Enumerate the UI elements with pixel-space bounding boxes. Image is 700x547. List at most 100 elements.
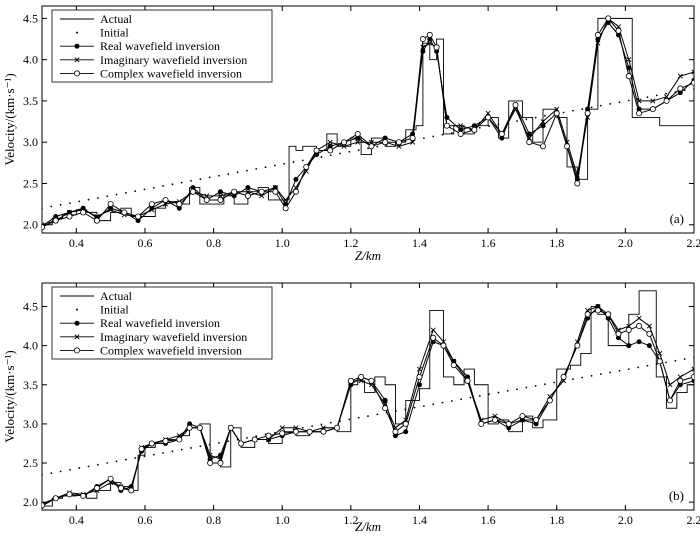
initial-dot — [255, 435, 258, 438]
data-point — [292, 428, 299, 435]
data-point — [657, 350, 663, 356]
initial-dot — [78, 467, 81, 469]
data-point — [636, 323, 643, 330]
initial-dot — [311, 425, 314, 428]
panel-label: (a) — [670, 211, 684, 226]
data-point — [636, 315, 642, 321]
data-point — [626, 343, 632, 349]
initial-dot — [87, 198, 90, 201]
legend-marker — [74, 43, 80, 49]
data-point — [66, 209, 72, 215]
data-point — [646, 330, 653, 337]
initial-dot — [190, 179, 192, 182]
initial-dot — [478, 126, 481, 129]
initial-dot — [171, 183, 174, 186]
data-point — [656, 358, 663, 365]
initial-dot — [646, 364, 649, 367]
initial-dot — [143, 188, 146, 191]
x-tick-label: 2.2 — [687, 236, 700, 250]
y-tick-label: 4.5 — [23, 299, 38, 313]
x-tick-label: 0.4 — [69, 513, 84, 527]
data-point — [540, 143, 547, 150]
initial-dot — [693, 87, 694, 90]
x-tick-label: 0.6 — [137, 513, 152, 527]
initial-dot — [469, 396, 472, 399]
initial-dot — [599, 373, 602, 376]
data-point — [667, 382, 673, 388]
initial-dot — [395, 410, 397, 412]
initial-dot — [441, 133, 444, 136]
initial-dot — [236, 171, 239, 174]
initial-dot — [404, 408, 407, 411]
series-complex-wavefield-inversion — [42, 307, 694, 509]
data-point — [204, 193, 210, 199]
initial-dot — [599, 104, 602, 107]
legend-entry: Real wavefield inversion — [60, 316, 220, 330]
initial-dot — [367, 147, 369, 150]
legend-label: Complex wavefield inversion — [100, 66, 242, 80]
x-tick-label: 0.4 — [69, 236, 84, 250]
data-point — [485, 110, 491, 116]
initial-dot — [460, 398, 463, 401]
data-point — [564, 143, 571, 150]
data-point — [450, 362, 457, 369]
data-point — [574, 180, 581, 187]
initial-dot — [609, 103, 612, 105]
data-point — [585, 114, 591, 120]
initial-dot — [106, 462, 109, 464]
initial-dot — [450, 400, 453, 402]
initial-dot — [665, 92, 667, 95]
initial-dot — [199, 178, 202, 181]
legend-marker — [74, 320, 80, 326]
data-point — [107, 201, 114, 208]
initial-dot — [264, 166, 267, 169]
data-point — [196, 424, 203, 431]
legend-marker — [74, 70, 81, 77]
data-point — [341, 143, 347, 149]
data-point — [540, 119, 546, 125]
initial-dot — [488, 393, 490, 396]
initial-dot — [199, 445, 202, 448]
initial-dot — [693, 356, 694, 359]
x-tick-label: 2.0 — [618, 236, 633, 250]
x-tick-label: 1.0 — [275, 513, 290, 527]
legend-entry: Imaginary wavefield inversion — [60, 53, 247, 67]
initial-dot — [357, 416, 360, 419]
data-point — [334, 424, 341, 431]
data-point — [396, 143, 402, 149]
data-point — [392, 428, 399, 435]
data-point — [245, 189, 251, 195]
data-point — [138, 445, 145, 452]
initial-dot — [376, 413, 379, 416]
initial-dot — [218, 442, 220, 444]
initial-dot — [348, 418, 351, 421]
data-point — [107, 475, 114, 482]
data-point — [283, 197, 289, 203]
y-tick-label: 3.0 — [23, 135, 38, 149]
initial-dot — [646, 96, 649, 98]
initial-dot — [655, 363, 658, 365]
data-point — [340, 139, 347, 146]
data-point — [292, 188, 299, 195]
y-tick-label: 2.0 — [23, 495, 38, 509]
data-point — [347, 377, 354, 384]
initial-dot — [534, 384, 537, 387]
data-point — [410, 139, 416, 145]
initial-dot — [478, 395, 481, 397]
initial-dot — [69, 468, 71, 471]
data-point — [498, 130, 505, 137]
data-point — [416, 373, 423, 380]
initial-dot — [59, 470, 62, 473]
x-tick-label: 1.0 — [275, 236, 290, 250]
initial-dot — [42, 473, 43, 476]
data-point — [427, 40, 433, 46]
data-point — [546, 397, 553, 404]
data-point — [491, 416, 498, 423]
panel-label: (b) — [669, 488, 684, 503]
data-point — [646, 343, 652, 349]
data-point — [691, 69, 694, 75]
legend-entry: Complex wavefield inversion — [60, 66, 242, 80]
x-tick-label: 1.6 — [481, 236, 496, 250]
initial-dot — [50, 205, 53, 208]
